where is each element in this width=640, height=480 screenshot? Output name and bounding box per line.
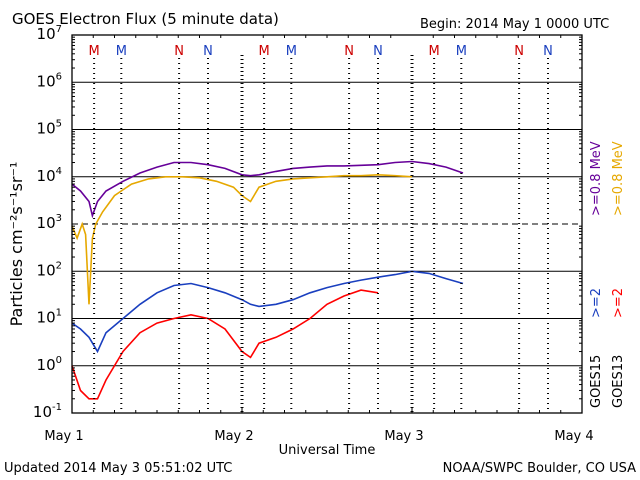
legend-goes13-0.8: >=0.8 MeV (611, 141, 626, 216)
noon-marker-8: M (428, 44, 439, 59)
legend-goes15-0.8: >=0.8 MeV (589, 141, 604, 216)
y-tick-label-3: 104 (37, 166, 62, 185)
series-line-0 (71, 160, 464, 219)
y-tick-label-6: 101 (37, 308, 62, 327)
x-tick-label-1: May 2 (214, 429, 253, 444)
noon-marker-6: N (344, 44, 354, 59)
y-tick-label-0: 107 (37, 24, 62, 43)
credit-label: NOAA/SWPC Boulder, CO USA (443, 461, 636, 476)
series-line-1 (71, 173, 413, 305)
noon-marker-7: N (373, 44, 383, 59)
x-tick-label-2: May 3 (384, 429, 423, 444)
x-tick-label-0: May 1 (44, 429, 83, 444)
y-axis-ticks: 107 106 105 104 103 102 101 100 10-1 (33, 24, 582, 421)
y-tick-label-1: 106 (37, 71, 62, 90)
x-axis-label: Universal Time (279, 443, 376, 458)
day-boundary-marks (240, 55, 414, 413)
y-tick-label-5: 102 (37, 260, 62, 279)
series-line-2 (71, 270, 464, 354)
noon-marker-0: M (88, 44, 99, 59)
noon-marker-4: M (258, 44, 269, 59)
begin-time-label: Begin: 2014 May 1 0000 UTC (420, 17, 609, 32)
x-tick-label-3: May 4 (554, 429, 593, 444)
chart-title: GOES Electron Flux (5 minute data) (12, 10, 279, 28)
legend-goes13-2: >=2 (611, 288, 626, 318)
noon-marker-2: N (174, 44, 184, 59)
legend-goes15: GOES15 (589, 355, 604, 408)
grid-lines (72, 81, 582, 367)
legend: >=0.8 MeV >=0.8 MeV >=2 >=2 GOES15 GOES1… (589, 141, 626, 408)
updated-timestamp: Updated 2014 May 3 05:51:02 UTC (4, 461, 232, 476)
noon-marker-1: M (116, 44, 127, 59)
y-axis-label: Particles cm⁻²s⁻¹sr⁻¹ (7, 162, 26, 327)
series-line-3 (71, 289, 379, 400)
noon-marker-5: M (286, 44, 297, 59)
y-tick-label-2: 105 (37, 119, 62, 138)
noon-marker-3: N (203, 44, 213, 59)
legend-goes13: GOES13 (611, 355, 626, 408)
y-tick-label-7: 100 (37, 355, 62, 374)
noon-marker-9: M (456, 44, 467, 59)
legend-goes15-2: >=2 (589, 288, 604, 318)
x-axis-ticks: May 1 May 2 May 3 May 4 (44, 35, 594, 444)
y-tick-label-4: 103 (37, 213, 62, 232)
noon-marker-10: N (514, 44, 524, 59)
y-tick-label-8: 10-1 (33, 402, 62, 421)
series-layer (71, 160, 464, 400)
noon-marker-11: N (543, 44, 553, 59)
